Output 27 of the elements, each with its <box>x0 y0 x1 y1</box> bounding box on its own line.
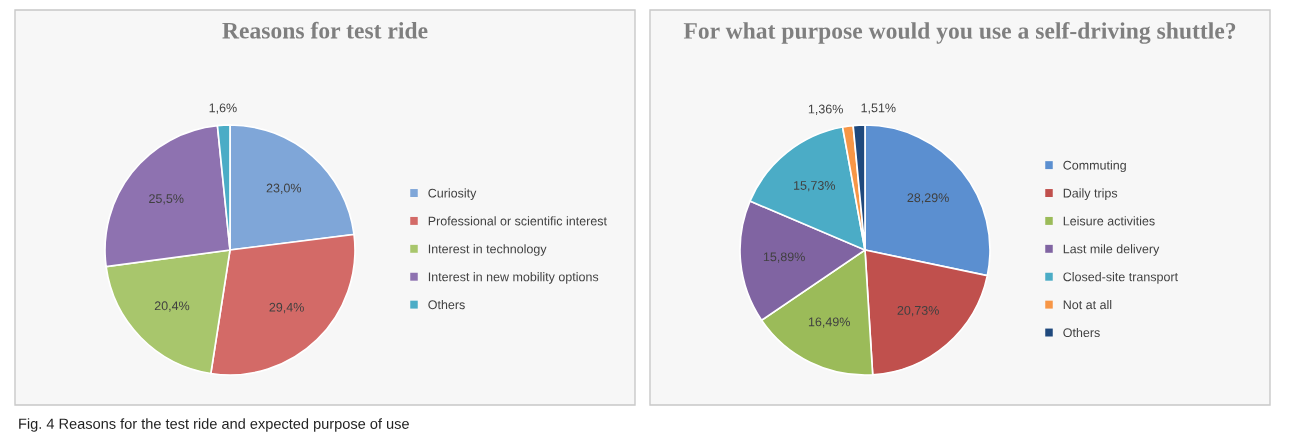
data-label: 29,4% <box>269 302 304 314</box>
legend-label: Not at all <box>1063 299 1112 310</box>
data-label: 25,5% <box>149 194 184 205</box>
legend-label: Commuting <box>1063 160 1126 173</box>
data-label: 1,6% <box>209 103 237 114</box>
data-label: 20,73% <box>897 305 939 317</box>
chart-title: For what purpose would you use a self-driving shuttle? <box>683 22 1236 44</box>
data-label: 15,73% <box>794 181 836 192</box>
legend-label: Interest in technology <box>428 244 547 256</box>
legend-label: Interest in new mobility options <box>428 272 599 284</box>
data-label: 28,29% <box>907 193 949 204</box>
caption: Fig. 4 Reasons for the test ride and expected purpose of use <box>19 418 409 432</box>
legend-label: Last mile delivery <box>1063 244 1160 256</box>
data-label: 1,36% <box>808 104 843 115</box>
chart-title: Reasons for test ride <box>222 21 428 39</box>
legend-label: Others <box>428 299 465 310</box>
legend-label: Closed-site transport <box>1063 272 1178 284</box>
legend-label: Leisure activities <box>1063 216 1155 226</box>
legend-label: Daily trips <box>1063 188 1118 201</box>
data-label: 15,89% <box>763 252 805 263</box>
data-label: 23,0% <box>266 183 302 194</box>
legend-label: Professional or scientific interest <box>428 216 607 226</box>
data-label: 16,49% <box>808 317 850 328</box>
data-label: 20,4% <box>154 301 190 312</box>
legend-label: Curiosity <box>428 188 477 201</box>
legend-label: Others <box>1063 327 1100 338</box>
data-label: 1,51% <box>861 103 896 114</box>
